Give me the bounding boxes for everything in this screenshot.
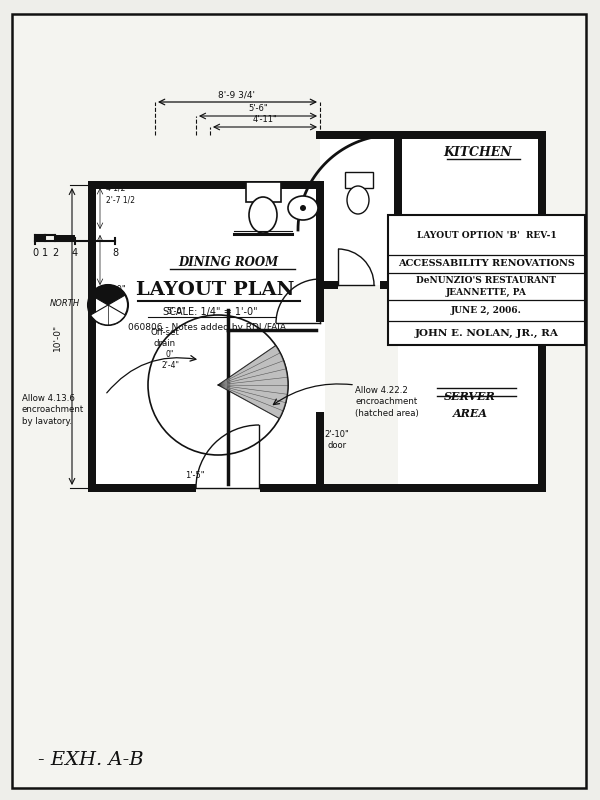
Ellipse shape [249,197,277,233]
Text: 5'-0": 5'-0" [166,307,185,317]
Wedge shape [91,305,125,325]
Bar [315,322,325,412]
Bar [88,484,196,492]
Bar [394,131,402,289]
Text: 7'-0": 7'-0" [106,286,125,294]
Text: LAYOUT OPTION 'B'  REV-1: LAYOUT OPTION 'B' REV-1 [416,230,556,239]
Text: NORTH: NORTH [50,298,80,307]
Bar [398,135,542,488]
Bar [316,131,402,139]
Text: 8: 8 [112,248,118,258]
Text: 060806 - Notes added by RDL/FAIA: 060806 - Notes added by RDL/FAIA [128,322,286,331]
Text: JOHN E. NOLAN, JR., RA: JOHN E. NOLAN, JR., RA [415,329,559,338]
Bar [246,182,281,202]
Text: 0: 0 [32,248,38,258]
Bar [394,131,546,139]
Bar [88,181,324,189]
Text: DeNUNZIO'S RESTAURANT
JEANNETTE, PA: DeNUNZIO'S RESTAURANT JEANNETTE, PA [416,277,557,297]
Text: DINING ROOM: DINING ROOM [178,257,278,270]
Text: Allow 4.13.6
encroachment
by lavatory.: Allow 4.13.6 encroachment by lavatory. [22,394,84,426]
Ellipse shape [288,196,318,220]
Circle shape [300,205,306,211]
Bar [320,135,398,285]
Text: Allow 4.22.2
encroachment
(hatched area): Allow 4.22.2 encroachment (hatched area) [355,386,419,418]
Text: ACCESSABILITY RENOVATIONS: ACCESSABILITY RENOVATIONS [398,259,575,269]
Text: LAYOUT PLAN: LAYOUT PLAN [136,281,294,299]
Text: 4'-11": 4'-11" [253,115,277,124]
Bar [316,181,324,492]
Bar [55,235,75,241]
Text: 0' if 2'-10"
door has
closer: 0' if 2'-10" door has closer [469,279,511,310]
Text: SERVER
AREA: SERVER AREA [444,391,496,418]
Text: - EXH. A-B: - EXH. A-B [38,751,143,769]
Text: KITCHEN: KITCHEN [443,146,512,158]
Text: JUNE 2, 2006.: JUNE 2, 2006. [451,306,522,315]
Text: 2: 2 [52,248,58,258]
Text: 1'-5": 1'-5" [185,470,205,479]
Bar [388,215,585,345]
Text: 4: 4 [72,248,78,258]
Text: SCALE: 1/4" = 1'-0": SCALE: 1/4" = 1'-0" [163,307,257,317]
Bar [316,281,338,289]
Text: 1: 1 [42,248,48,258]
Text: Off-set
drain: Off-set drain [151,328,179,348]
Text: 10'-0": 10'-0" [53,323,62,350]
Bar [260,484,324,492]
Bar [35,235,45,241]
Text: 5'-6": 5'-6" [248,104,268,113]
Bar [398,131,546,215]
Text: 4 1/2
2'-7 1/2: 4 1/2 2'-7 1/2 [106,184,135,204]
Bar [345,172,373,188]
Text: 8'-9 3/4': 8'-9 3/4' [218,90,256,99]
Wedge shape [91,285,125,305]
Ellipse shape [347,186,369,214]
Bar [88,181,96,492]
Bar [92,185,320,488]
Text: 0"
2'-4": 0" 2'-4" [161,350,179,370]
Polygon shape [218,346,288,418]
Bar [538,131,546,492]
Text: 2'-10"
door: 2'-10" door [325,430,349,450]
Bar [380,281,402,289]
Bar [316,484,546,492]
